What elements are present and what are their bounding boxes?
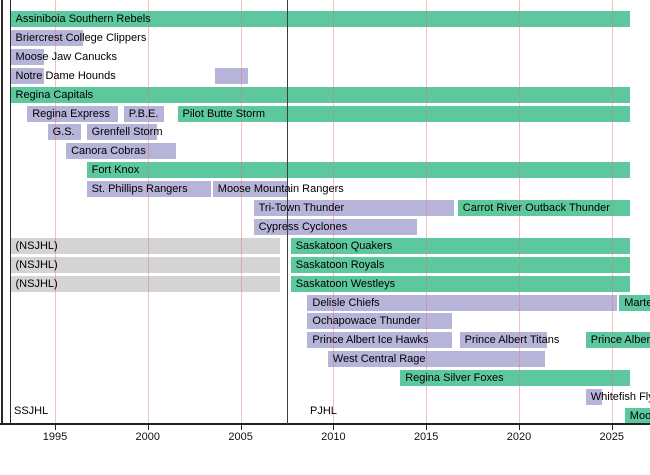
- league-label-ssjhl: SSJHL: [14, 405, 49, 417]
- bar-label: Saskatoon Quakers: [295, 240, 393, 252]
- era-divider-line: [287, 0, 288, 424]
- timeline-bar: [290, 238, 631, 254]
- timeline-bar: [459, 332, 547, 348]
- timeline-bar: [290, 276, 631, 292]
- year-gridline: [426, 0, 428, 424]
- bar-label: Prince Albert Ice Hawks: [312, 334, 429, 346]
- axis-tick: [519, 425, 520, 430]
- year-gridline: [611, 0, 613, 424]
- timeline-bar: [10, 276, 280, 292]
- year-gridline: [55, 0, 56, 424]
- bar-label: Pilot Butte Storm: [182, 108, 266, 120]
- inner-left-border: [10, 0, 11, 424]
- axis-year-label: 2000: [135, 431, 161, 443]
- bar-label: Moos: [629, 410, 650, 422]
- axis-year-label: 1995: [42, 431, 68, 443]
- league-label-pjhl: PJHL: [310, 405, 337, 417]
- bar-label: G.S.: [52, 126, 75, 138]
- timeline-bar: [66, 143, 176, 159]
- bar-label: Carrot River Outback Thunder: [462, 202, 610, 214]
- x-axis-line: [0, 423, 650, 425]
- axis-tick: [147, 425, 149, 430]
- timeline-bar: [624, 408, 650, 424]
- year-gridline: [240, 0, 242, 424]
- bar-label: Regina Express: [32, 108, 110, 120]
- timeline-bar: [457, 200, 631, 216]
- bar-label: Canora Cobras: [71, 145, 146, 157]
- timeline-bar: [253, 219, 417, 235]
- bar-label: (NSJHL): [15, 259, 58, 271]
- timeline-bar: [253, 200, 454, 216]
- bar-label: Prince Albert Titans: [464, 334, 560, 346]
- timeline-bar: [307, 313, 453, 329]
- timeline-bar: [10, 30, 83, 46]
- timeline-bar: [10, 87, 631, 103]
- axis-year-label: 2005: [228, 431, 253, 443]
- bar-label: Assiniboia Southern Rebels: [15, 13, 151, 25]
- bar-label: West Central Rage: [332, 353, 426, 365]
- axis-year-label: 2015: [413, 431, 439, 443]
- axis-tick: [611, 425, 613, 430]
- bar-label: Saskatoon Royals: [295, 259, 385, 271]
- timeline-bar: [123, 106, 165, 122]
- timeline-bar: [10, 238, 280, 254]
- axis-year-label: 2010: [321, 431, 346, 443]
- bar-label: Regina Silver Foxes: [405, 372, 504, 384]
- bar-label: Fort Knox: [91, 164, 140, 176]
- axis-tick: [426, 425, 428, 430]
- timeline-bar: [10, 68, 44, 84]
- bar-label: Regina Capitals: [15, 89, 94, 101]
- axis-tick: [333, 425, 335, 430]
- bar-label: Cypress Cyclones: [258, 221, 348, 233]
- timeline-bar: [177, 106, 631, 122]
- timeline-bar: [47, 124, 81, 140]
- bar-label: Moose Jaw Canucks: [15, 51, 118, 63]
- bar-label: P.B.E.: [128, 108, 159, 120]
- bar-label: Grenfell Storm: [91, 126, 163, 138]
- axis-tick: [55, 425, 56, 430]
- bar-label: Tri-Town Thunder: [258, 202, 345, 214]
- bar-label: Saskatoon Westleys: [295, 278, 396, 290]
- bar-label: (NSJHL): [15, 278, 58, 290]
- timeline-bar: [10, 11, 631, 27]
- year-gridline: [333, 0, 335, 424]
- timeline-bar: [86, 181, 211, 197]
- timeline-bar: [212, 181, 287, 197]
- axis-year-label: 2025: [599, 431, 625, 443]
- timeline-bar: [619, 295, 650, 311]
- timeline-bar: [400, 370, 631, 386]
- axis-tick: [240, 425, 242, 430]
- bar-label: (NSJHL): [15, 240, 58, 252]
- timeline-bar: [307, 295, 618, 311]
- bar-label: St. Phillips Rangers: [91, 183, 188, 195]
- year-gridline: [147, 0, 149, 424]
- timeline-bar: [214, 68, 248, 84]
- timeline-bar: [327, 351, 545, 367]
- timeline-bar: [10, 257, 280, 273]
- bar-label: Ochapowace Thunder: [312, 315, 421, 327]
- outer-left-border: [1, 0, 3, 424]
- timeline-bar: [290, 257, 631, 273]
- timeline-bar: [27, 106, 119, 122]
- bar-label: Whitefish Fly: [590, 391, 650, 403]
- bar-label: Briercrest College Clippers: [15, 32, 147, 44]
- bar-label: Prince Albert: [590, 334, 650, 346]
- bar-label: Moose Mountain Rangers: [217, 183, 344, 195]
- bar-label: Notre Dame Hounds: [15, 70, 116, 82]
- bar-label: Marte: [624, 297, 650, 309]
- year-gridline: [519, 0, 520, 424]
- axis-year-label: 2020: [506, 431, 532, 443]
- timeline-bar: [307, 332, 453, 348]
- timeline-bar: [585, 389, 603, 405]
- timeline-bar: [86, 162, 631, 178]
- bar-label: Delisle Chiefs: [312, 297, 380, 309]
- timeline-bar: [585, 332, 650, 348]
- timeline-bar: [10, 49, 44, 65]
- timeline-bar: [86, 124, 158, 140]
